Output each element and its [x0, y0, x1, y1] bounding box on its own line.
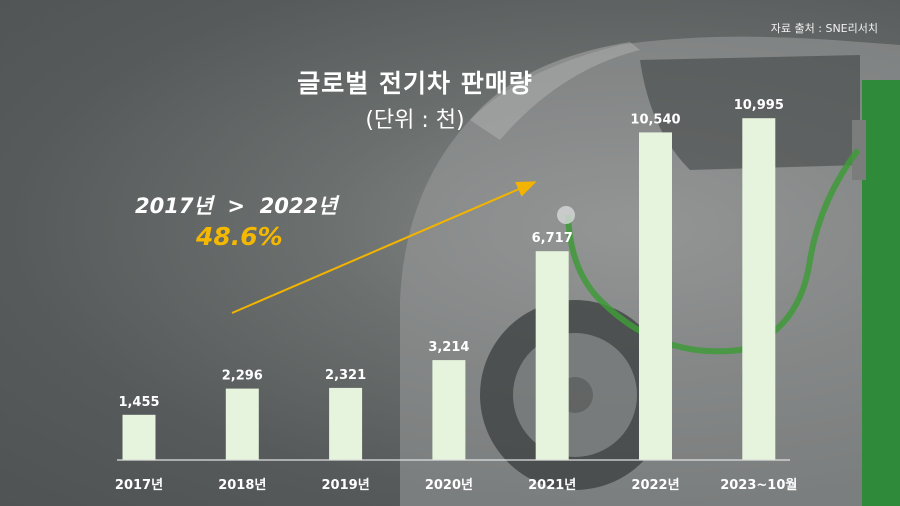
category-label-2: 2018년 — [218, 478, 266, 493]
bar-value-label-1: 1,455 — [118, 395, 159, 410]
bar-6 — [639, 132, 672, 460]
category-label-4: 2020년 — [425, 478, 473, 493]
bar-3 — [329, 387, 363, 460]
bar-5 — [535, 251, 569, 460]
bar-value-label-6: 10,540 — [630, 112, 680, 127]
bar-7 — [742, 118, 776, 460]
bar-value-label-5: 6,717 — [532, 231, 573, 246]
bar-2 — [225, 388, 259, 460]
bar-value-label-4: 3,214 — [428, 340, 469, 355]
trend-arrow — [231, 181, 537, 314]
source-credit: 자료 출처 : SNE리서치 — [770, 22, 878, 35]
bar-value-label-2: 2,296 — [222, 369, 263, 384]
bar-1 — [122, 414, 156, 460]
bar-group: 1,455 2017년 2,296 2018년 2,321 2019년 3,214 2020년… — [115, 98, 797, 493]
category-label-7: 2023~10월 — [720, 477, 797, 493]
bar-4 — [432, 360, 466, 460]
category-label-3: 2019년 — [322, 478, 370, 493]
bar-value-label-7: 10,995 — [734, 98, 784, 113]
category-label-1: 2017년 — [115, 478, 163, 493]
comparison-annotation: 2017년 > 2022년 — [135, 194, 338, 218]
growth-annotation: 48.6% — [196, 222, 283, 251]
category-label-6: 2022년 — [631, 478, 679, 493]
category-label-5: 2021년 — [528, 478, 576, 493]
chart-title: 글로벌 전기차 판매량 — [297, 69, 533, 98]
chart-subtitle: (단위 : 천) — [365, 108, 465, 133]
bar-value-label-3: 2,321 — [325, 368, 366, 383]
